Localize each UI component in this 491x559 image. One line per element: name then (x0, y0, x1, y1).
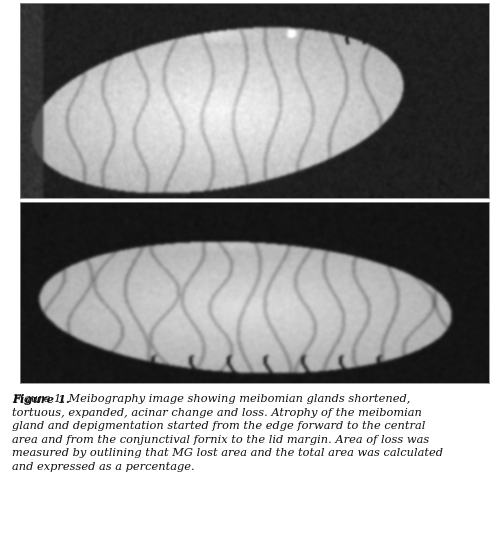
Text: Figure 1.: Figure 1. (12, 394, 70, 405)
Text: Figure 1. Meibography image showing meibomian glands shortened, tortuous, expand: Figure 1. Meibography image showing meib… (12, 394, 443, 472)
